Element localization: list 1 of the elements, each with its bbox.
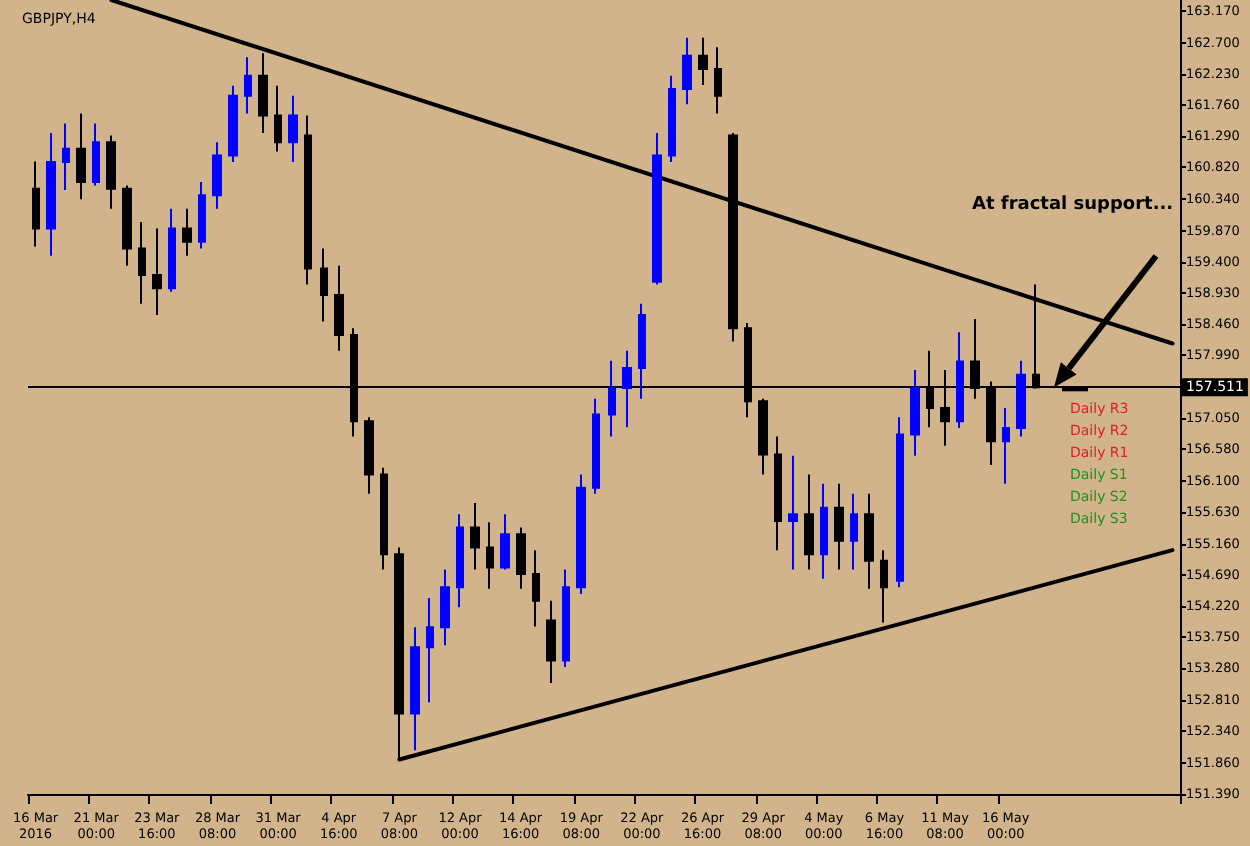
annotation: At fractal support...	[972, 195, 1174, 215]
